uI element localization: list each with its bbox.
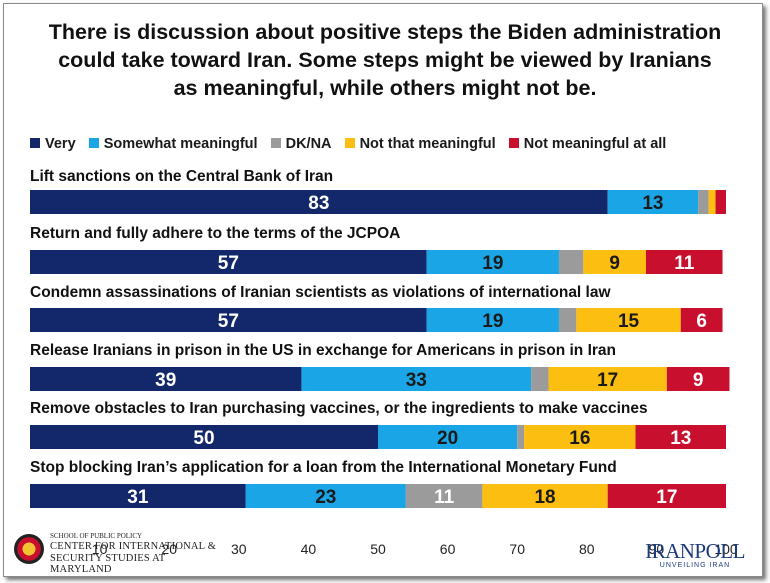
data-label-not-that-meaningful-row-2: 9 — [609, 253, 620, 274]
bar-dk-na-row-5 — [517, 425, 525, 449]
bar-very-row-1 — [30, 190, 608, 214]
legend-item-not-meaningful-at-all: Not meaningful at all — [508, 136, 667, 152]
bar-not-that-meaningful-row-4 — [548, 367, 667, 391]
bar-very-row-5 — [30, 425, 378, 449]
bar-very-row-4 — [30, 367, 302, 391]
data-label-not-that-meaningful-row-3: 15 — [618, 311, 640, 332]
chart-frame — [3, 3, 763, 577]
bar-not-meaningful-at-all-row-4 — [666, 367, 730, 391]
chart-legend: Very Somewhat meaningful DK/NA Not that … — [30, 136, 760, 152]
x-tick-label-60: 60 — [440, 541, 456, 557]
category-label-3: Condemn assassinations of Iranian scient… — [30, 284, 611, 301]
legend-swatch-dk-na — [270, 138, 281, 148]
legend-swatch-not-that-meaningful — [344, 138, 355, 148]
bar-not-meaningful-at-all-row-5 — [635, 425, 726, 449]
x-tick-label-70: 70 — [509, 541, 525, 557]
legend-label-dk-na: DK/NA — [285, 136, 332, 152]
data-label-not-that-meaningful-row-5: 16 — [569, 428, 590, 449]
bar-very-row-2 — [30, 250, 427, 274]
data-label-not-meaningful-at-all-row-2: 11 — [674, 253, 695, 274]
bar-not-meaningful-at-all-row-6 — [607, 484, 726, 508]
data-label-very-row-6: 31 — [127, 487, 149, 508]
x-tick-label-90: 90 — [649, 541, 665, 557]
title-line-2: could take toward Iran. Some steps might… — [58, 48, 712, 72]
legend-swatch-somewhat-meaningful — [88, 138, 99, 148]
university-seal-icon — [14, 534, 44, 564]
legend-swatch-very — [30, 138, 40, 148]
bar-somewhat-meaningful-row-6 — [245, 484, 406, 508]
legend-item-dk-na: DK/NA — [270, 136, 332, 152]
legend-swatch-not-meaningful-at-all — [508, 138, 519, 148]
bar-not-that-meaningful-row-5 — [524, 425, 636, 449]
x-tick-label-100: 100 — [714, 541, 738, 557]
bar-somewhat-meaningful-row-1 — [607, 190, 699, 214]
iranpoll-logo-tagline: UNVEILING IRAN — [659, 562, 731, 569]
x-tick-label-80: 80 — [579, 541, 595, 557]
data-label-somewhat-meaningful-row-5: 20 — [437, 428, 458, 449]
data-label-not-meaningful-at-all-row-3: 6 — [696, 311, 707, 332]
cissm-logo-line-1: SCHOOL OF PUBLIC POLICY — [50, 532, 143, 540]
data-label-very-row-5: 50 — [193, 428, 214, 449]
iranpoll-logo-brand: IRANPOLL — [645, 539, 745, 563]
legend-item-not-that-meaningful: Not that meaningful — [344, 136, 496, 152]
bar-not-meaningful-at-all-row-3 — [680, 308, 723, 332]
bar-not-that-meaningful-row-3 — [576, 308, 681, 332]
bar-not-meaningful-at-all-row-2 — [645, 250, 723, 274]
data-label-not-meaningful-at-all-row-6: 17 — [656, 487, 677, 508]
data-label-very-row-4: 39 — [155, 370, 176, 391]
x-tick-label-50: 50 — [370, 541, 386, 557]
legend-label-not-meaningful-at-all: Not meaningful at all — [523, 136, 667, 152]
data-label-somewhat-meaningful-row-6: 23 — [315, 487, 336, 508]
data-label-not-meaningful-at-all-row-5: 13 — [670, 428, 691, 449]
bar-not-that-meaningful-row-2 — [583, 250, 646, 274]
legend-item-somewhat-meaningful: Somewhat meaningful — [88, 136, 258, 152]
bar-somewhat-meaningful-row-4 — [301, 367, 532, 391]
bar-somewhat-meaningful-row-5 — [378, 425, 518, 449]
bar-very-row-3 — [30, 308, 427, 332]
category-label-6: Stop blocking Iran’s application for a l… — [30, 459, 617, 476]
cissm-logo: SCHOOL OF PUBLIC POLICY CENTER FOR INTER… — [14, 532, 229, 575]
data-label-very-row-1: 83 — [308, 193, 329, 214]
bar-somewhat-meaningful-row-2 — [426, 250, 559, 274]
cissm-logo-line-3: SECURITY STUDIES AT MARYLAND — [50, 553, 166, 575]
data-label-very-row-2: 57 — [218, 253, 239, 274]
legend-label-very: Very — [45, 136, 76, 152]
title-line-1: There is discussion about positive steps… — [48, 20, 722, 44]
bar-dk-na-row-4 — [531, 367, 549, 391]
cissm-logo-line-2: CENTER FOR INTERNATIONAL & — [50, 541, 217, 552]
title-line-3: as meaningful, while others might not be… — [173, 76, 597, 100]
chart-title: There is discussion about positive steps… — [0, 18, 770, 102]
bar-dk-na-row-6 — [405, 484, 483, 508]
data-label-somewhat-meaningful-row-4: 33 — [406, 370, 427, 391]
x-tick-label-20: 20 — [161, 541, 177, 557]
x-tick-label-30: 30 — [231, 541, 247, 557]
data-label-not-that-meaningful-row-6: 18 — [534, 487, 555, 508]
category-label-2: Return and fully adhere to the terms of … — [30, 225, 401, 242]
bar-somewhat-meaningful-row-3 — [426, 308, 559, 332]
bar-dk-na-row-2 — [558, 250, 584, 274]
bar-not-that-meaningful-row-6 — [482, 484, 608, 508]
category-label-4: Release Iranians in prison in the US in … — [30, 342, 616, 359]
bar-not-meaningful-at-all-row-1 — [715, 190, 726, 214]
x-tick-label-10: 10 — [92, 541, 108, 557]
bar-very-row-6 — [30, 484, 246, 508]
bar-not-that-meaningful-row-1 — [708, 190, 716, 214]
data-label-very-row-3: 57 — [218, 311, 239, 332]
x-tick-label-40: 40 — [301, 541, 317, 557]
data-label-not-meaningful-at-all-row-4: 9 — [693, 370, 704, 391]
bar-dk-na-row-3 — [558, 308, 577, 332]
data-label-somewhat-meaningful-row-3: 19 — [482, 311, 503, 332]
legend-label-not-that-meaningful: Not that meaningful — [359, 136, 496, 152]
category-label-5: Remove obstacles to Iran purchasing vacc… — [30, 400, 648, 417]
legend-item-very: Very — [30, 136, 76, 152]
iranpoll-logo: IRANPOLL UNVEILING IRAN — [640, 540, 750, 572]
data-label-not-that-meaningful-row-4: 17 — [597, 370, 618, 391]
data-label-somewhat-meaningful-row-1: 13 — [642, 193, 663, 214]
data-label-somewhat-meaningful-row-2: 19 — [482, 253, 503, 274]
legend-label-somewhat-meaningful: Somewhat meaningful — [103, 136, 258, 152]
data-label-dk-na-row-6: 11 — [434, 487, 455, 508]
category-label-1: Lift sanctions on the Central Bank of Ir… — [30, 168, 334, 185]
bar-dk-na-row-1 — [698, 190, 709, 214]
